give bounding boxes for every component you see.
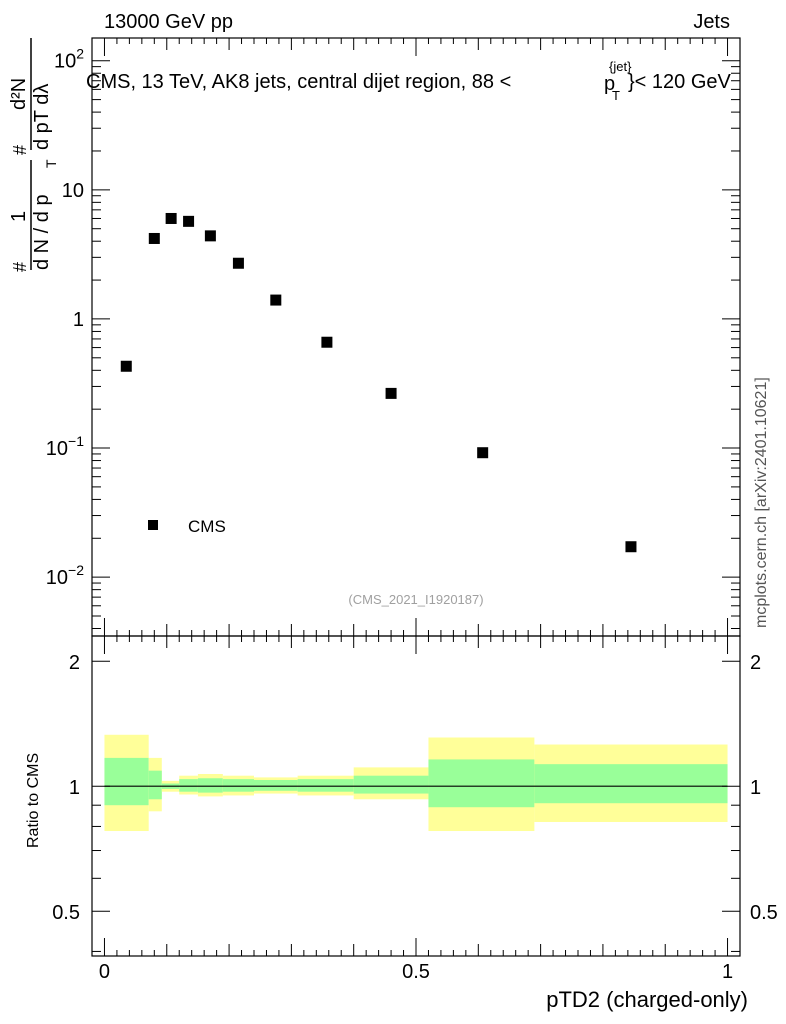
data-point [321,336,333,348]
x-tick-label: 1 [722,961,733,983]
main-y-tick-label: 1 [73,309,84,331]
ratio-stat-band [197,778,223,793]
main-axis-ticks: 10−2 10−1 1 10 102 [46,38,740,636]
ratio-stat-band [148,770,162,800]
ratio-stat-band [534,764,728,804]
data-point [183,215,195,227]
x-tick-label: 0 [99,961,110,983]
ratio-y-tick-label: 0.5 [52,902,80,924]
header-collision: 13000 GeV pp [104,11,233,33]
x-tick-label: 0.5 [402,961,430,983]
ratio-y-tick-label-right: 0.5 [750,902,778,924]
legend-label: CMS [188,517,226,536]
main-title-end: }< 120 GeV [628,71,732,93]
main-ylabel-dpt: d pT dλ [31,84,53,150]
ratio-y-tick-label-right: 2 [750,652,761,674]
main-ylabel-denominator: d N / d p [31,194,53,270]
main-ylabel: d N / d p T 1 # # d pT dλ d²N [8,38,59,272]
main-ylabel-d2n: d²N [8,78,30,110]
ratio-stat-band [104,757,149,806]
main-ylabel-hash1: # [10,262,30,272]
main-data-points [120,212,637,553]
ratio-stat-band [297,779,354,792]
main-ylabel-one: 1 [8,211,30,222]
ratio-stat-band [428,759,535,808]
main-title-sup: {jet} [609,59,632,74]
ratio-stat-band [179,779,198,792]
ratio-y-tick-label: 2 [69,652,80,674]
data-point [625,541,637,553]
header-category: Jets [693,11,730,33]
legend-marker [148,520,158,530]
main-title: CMS, 13 TeV, AK8 jets, central dijet reg… [86,71,511,93]
ratio-stat-band [353,775,429,794]
ratio-y-tick-label: 1 [69,777,80,799]
side-credit: mcplots.cern.ch [arXiv:2401.10621] [753,377,770,628]
data-point [270,294,282,306]
ratio-axis-ticks: 0.5 0.5 1 1 2 2 0 0.5 1 [52,636,778,983]
data-point [385,387,397,399]
ratio-stat-band [222,779,254,792]
data-point [204,230,216,242]
main-ylabel-denominator-sub: T [43,159,59,168]
main-title-pt: p [604,73,615,95]
ratio-ylabel: Ratio to CMS [25,753,42,848]
data-point [148,232,160,244]
data-point [232,257,244,269]
ratio-panel-frame [91,635,741,957]
ratio-bands [104,734,728,832]
analysis-watermark: (CMS_2021_I1920187) [348,592,483,607]
data-point [477,447,489,459]
x-axis-label: pTD2 (charged-only) [546,987,748,1012]
ratio-stat-band [254,779,298,791]
data-point [120,360,132,372]
main-title-text: CMS, 13 TeV, AK8 jets, central dijet reg… [86,71,511,93]
ratio-y-tick-label-right: 1 [750,777,761,799]
main-y-tick-label: 102 [54,46,84,73]
main-title-sub: T [612,88,620,103]
main-y-tick-label: 10−2 [46,562,84,589]
main-y-tick-label: 10 [62,180,84,202]
main-panel-frame [91,37,741,637]
data-point [165,212,177,224]
main-ylabel-hash2: # [10,145,30,155]
main-y-tick-label: 10−1 [46,433,84,460]
